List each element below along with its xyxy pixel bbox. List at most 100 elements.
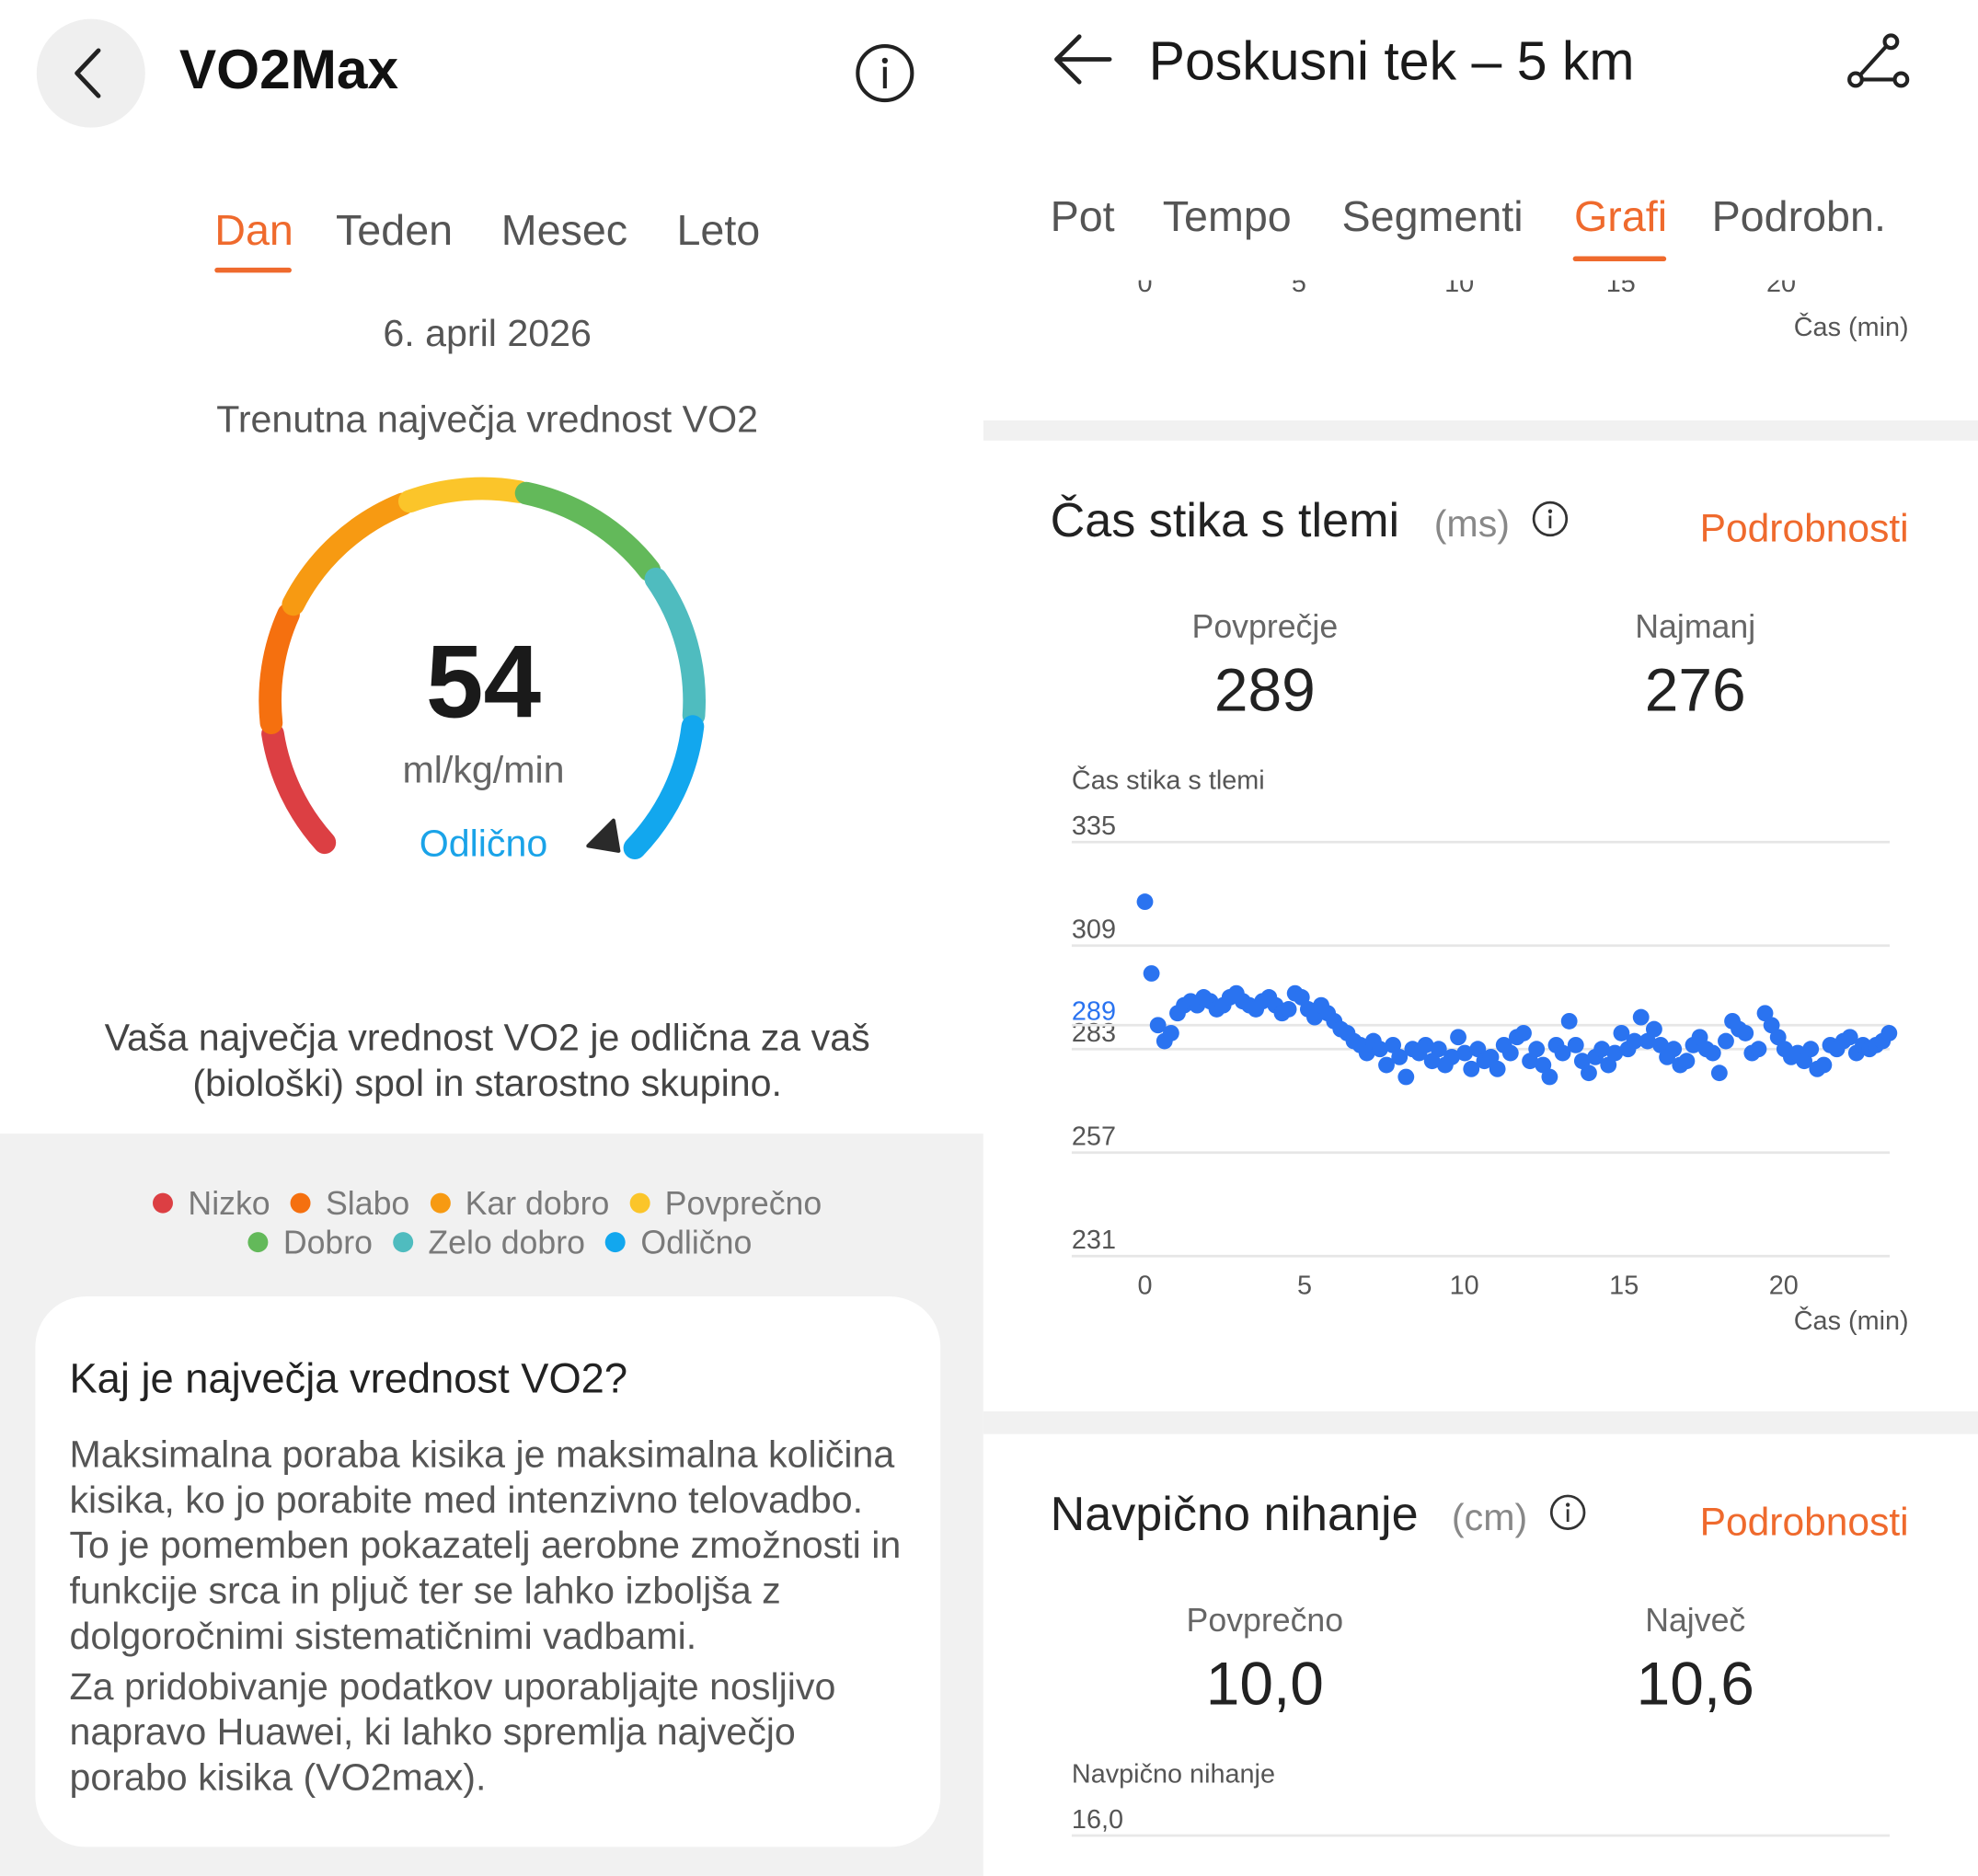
tab-segments[interactable]: Segmenti	[1341, 192, 1524, 242]
vo2max-unit: ml/kg/min	[402, 750, 565, 792]
info-card: Kaj je največja vrednost VO2? Maksimalna…	[35, 1296, 941, 1847]
y-tick-label: 257	[1072, 1122, 1116, 1151]
section-title-vertical-oscillation: Navpično nihanje	[1050, 1488, 1419, 1542]
prev-x-axis-label: Čas (min)	[1793, 313, 1909, 342]
gauge-segment	[397, 477, 531, 513]
minimum-label: Najmanj	[1635, 606, 1756, 646]
legend-item: Odlično	[604, 1226, 752, 1259]
details-link[interactable]: Podrobnosti	[1699, 506, 1909, 551]
gauge-segment	[282, 492, 415, 616]
data-point	[1443, 1048, 1460, 1065]
tab-graphs[interactable]: Grafi	[1574, 192, 1668, 242]
x-tick-label: 20	[1769, 1271, 1799, 1300]
data-point	[1632, 1008, 1650, 1026]
details-link[interactable]: Podrobnosti	[1699, 1500, 1909, 1545]
back-button[interactable]	[1052, 30, 1115, 94]
vo2max-rating: Odlično	[419, 823, 548, 865]
tab-month[interactable]: Mesec	[500, 207, 628, 256]
section-divider	[983, 1411, 1978, 1434]
ground-contact-chart: 231 257 283 309 335 289 0 5 10 15 20	[983, 0, 1978, 1388]
data-point	[1423, 1053, 1441, 1070]
data-point	[1280, 1001, 1297, 1018]
prev-x-tick: 5	[1291, 280, 1306, 298]
data-point	[1501, 1044, 1519, 1062]
data-point	[1750, 1041, 1767, 1058]
legend-item: Slabo	[290, 1184, 410, 1223]
prev-x-tick: 0	[1137, 280, 1153, 298]
legend-label: Slabo	[326, 1184, 410, 1223]
data-point	[1710, 1065, 1728, 1082]
maximum-label: Največ	[1645, 1600, 1746, 1639]
minimum-value: 276	[1644, 657, 1746, 725]
x-tick-label: 10	[1450, 1271, 1479, 1300]
average-label: Povprečje	[1191, 606, 1339, 646]
data-point	[1613, 1024, 1630, 1042]
data-point	[1593, 1041, 1611, 1058]
back-button[interactable]	[36, 18, 145, 128]
tab-details[interactable]: Podrobn.	[1711, 192, 1886, 242]
info-button[interactable]	[855, 43, 915, 109]
tab-pace[interactable]: Tempo	[1162, 192, 1292, 242]
gauge-segment	[259, 603, 300, 734]
section-unit: (cm)	[1451, 1497, 1528, 1539]
tab-year[interactable]: Leto	[676, 207, 761, 256]
active-tab-indicator	[214, 267, 292, 273]
gauge-pointer-icon	[586, 818, 621, 853]
chart-title: Čas stika s tlemi	[1071, 765, 1265, 796]
data-point	[1554, 1044, 1571, 1062]
data-point	[1626, 1032, 1643, 1050]
legend-dot-icon	[153, 1192, 173, 1214]
data-point	[1397, 1068, 1415, 1086]
legend-item: Dobro	[247, 1226, 373, 1259]
tab-week[interactable]: Teden	[335, 207, 454, 256]
data-point	[1880, 1024, 1898, 1042]
gauge-segment	[261, 722, 337, 855]
data-point	[1802, 1041, 1820, 1058]
tab-route[interactable]: Pot	[1050, 192, 1115, 242]
data-point	[1639, 1032, 1656, 1050]
data-point	[1796, 1053, 1813, 1070]
date-label: 6. april 2026	[383, 313, 592, 355]
legend-dot-icon	[430, 1192, 451, 1214]
tab-day[interactable]: Dan	[214, 207, 293, 256]
data-point	[1162, 1024, 1179, 1042]
info-icon[interactable]	[1549, 1493, 1587, 1536]
info-icon[interactable]	[1531, 500, 1569, 543]
route-icon	[1847, 33, 1910, 88]
data-point	[1358, 1044, 1375, 1062]
data-point	[1567, 1036, 1584, 1053]
data-point	[1678, 1053, 1696, 1070]
chevron-left-icon	[75, 48, 101, 98]
data-point	[1391, 1048, 1409, 1065]
data-point	[1541, 1068, 1558, 1086]
data-point	[1430, 1041, 1447, 1058]
description-line-2: (biološki) spol in starostno skupino.	[192, 1063, 782, 1105]
average-value: 10,0	[1205, 1651, 1324, 1719]
y-tick: 16,0	[1071, 1805, 1123, 1835]
gauge-segment	[514, 481, 661, 581]
x-tick-label: 15	[1609, 1271, 1639, 1300]
section-title-ground-contact: Čas stika s tlemi	[1050, 494, 1400, 548]
data-point	[1378, 1056, 1395, 1074]
legend-item: Nizko	[153, 1187, 270, 1220]
data-point	[1645, 1020, 1662, 1038]
gauge-segment	[644, 567, 706, 727]
legend-dot-icon	[604, 1232, 626, 1253]
data-point	[1417, 1036, 1434, 1053]
average-label: Povprečno	[1186, 1600, 1344, 1639]
y-tick-label: 231	[1072, 1226, 1116, 1255]
info-card-paragraph-2: Za pridobivanje podatkov uporabljajte no…	[69, 1666, 836, 1800]
chart-title: Navpično nihanje	[1071, 1759, 1275, 1790]
page-title: VO2Max	[178, 39, 399, 101]
data-point	[1756, 1005, 1774, 1022]
legend-label: Dobro	[282, 1223, 374, 1261]
route-button[interactable]	[1846, 31, 1911, 95]
gauge-segment	[623, 715, 705, 859]
vo2max-value: 54	[425, 625, 542, 741]
vo2max-gauge	[259, 477, 706, 859]
data-point	[1763, 1017, 1780, 1034]
legend-dot-icon	[247, 1232, 269, 1253]
prev-x-tick: 15	[1605, 280, 1636, 298]
data-point	[1469, 1041, 1487, 1058]
data-point	[1737, 1024, 1754, 1042]
